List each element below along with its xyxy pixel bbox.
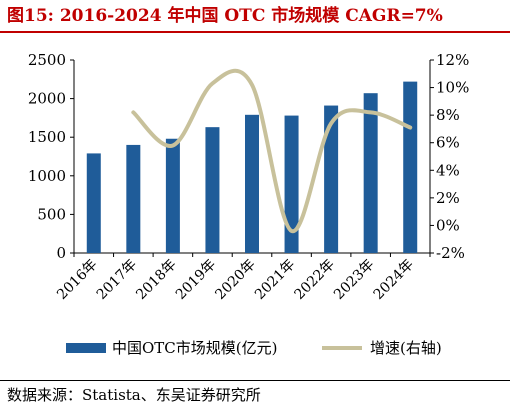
bar	[86, 153, 101, 253]
right-tick-label: 10%	[436, 79, 469, 97]
left-tick-label: 0	[56, 244, 66, 262]
source-note: 数据来源：Statista、东吴证券研究所	[7, 386, 261, 404]
left-tick-label: 2500	[28, 51, 66, 69]
legend-bar-swatch	[66, 343, 106, 353]
left-tick-label: 2000	[28, 90, 66, 108]
x-tick-label: 2024年	[371, 257, 417, 303]
title-divider	[0, 31, 510, 33]
x-tick-label: 2023年	[331, 257, 377, 303]
legend-bar-label: 中国OTC市场规模(亿元)	[112, 339, 277, 357]
x-tick-label: 2022年	[292, 257, 338, 303]
right-tick-label: 8%	[436, 106, 460, 124]
right-tick-label: 6%	[436, 134, 460, 152]
bar	[284, 115, 299, 253]
left-tick-label: 500	[37, 205, 66, 223]
bar	[403, 81, 418, 253]
right-tick-label: 0%	[436, 216, 460, 234]
chart-title: 图15: 2016-2024 年中国 OTC 市场规模 CAGR=7%	[7, 6, 443, 26]
bar	[165, 138, 180, 253]
right-tick-label: 12%	[436, 51, 469, 69]
right-tick-label: -2%	[436, 244, 465, 262]
source-divider	[0, 380, 510, 381]
bar	[205, 127, 220, 253]
x-tick-label: 2018年	[133, 257, 179, 303]
chart: 0 500 1000 1500 2000 2500 -2% 0% 2% 4% 6% 8% 10% 12% 2…	[28, 51, 470, 357]
legend-line-label: 增速(右轴)	[370, 339, 442, 357]
bar	[324, 105, 339, 253]
growth-line	[131, 68, 413, 233]
x-tick-label: 2016年	[54, 257, 100, 303]
x-tick-label: 2019年	[173, 257, 219, 303]
x-tick-label: 2017年	[94, 257, 140, 303]
bar	[245, 114, 259, 253]
x-tick-label: 2020年	[212, 257, 258, 303]
bar	[126, 144, 141, 253]
left-tick-label: 1500	[28, 128, 66, 146]
right-tick-label: 4%	[436, 161, 460, 179]
right-tick-label: 2%	[436, 189, 460, 207]
left-tick-label: 1000	[28, 167, 66, 185]
bar	[363, 93, 378, 253]
x-tick-label: 2021年	[252, 257, 298, 303]
